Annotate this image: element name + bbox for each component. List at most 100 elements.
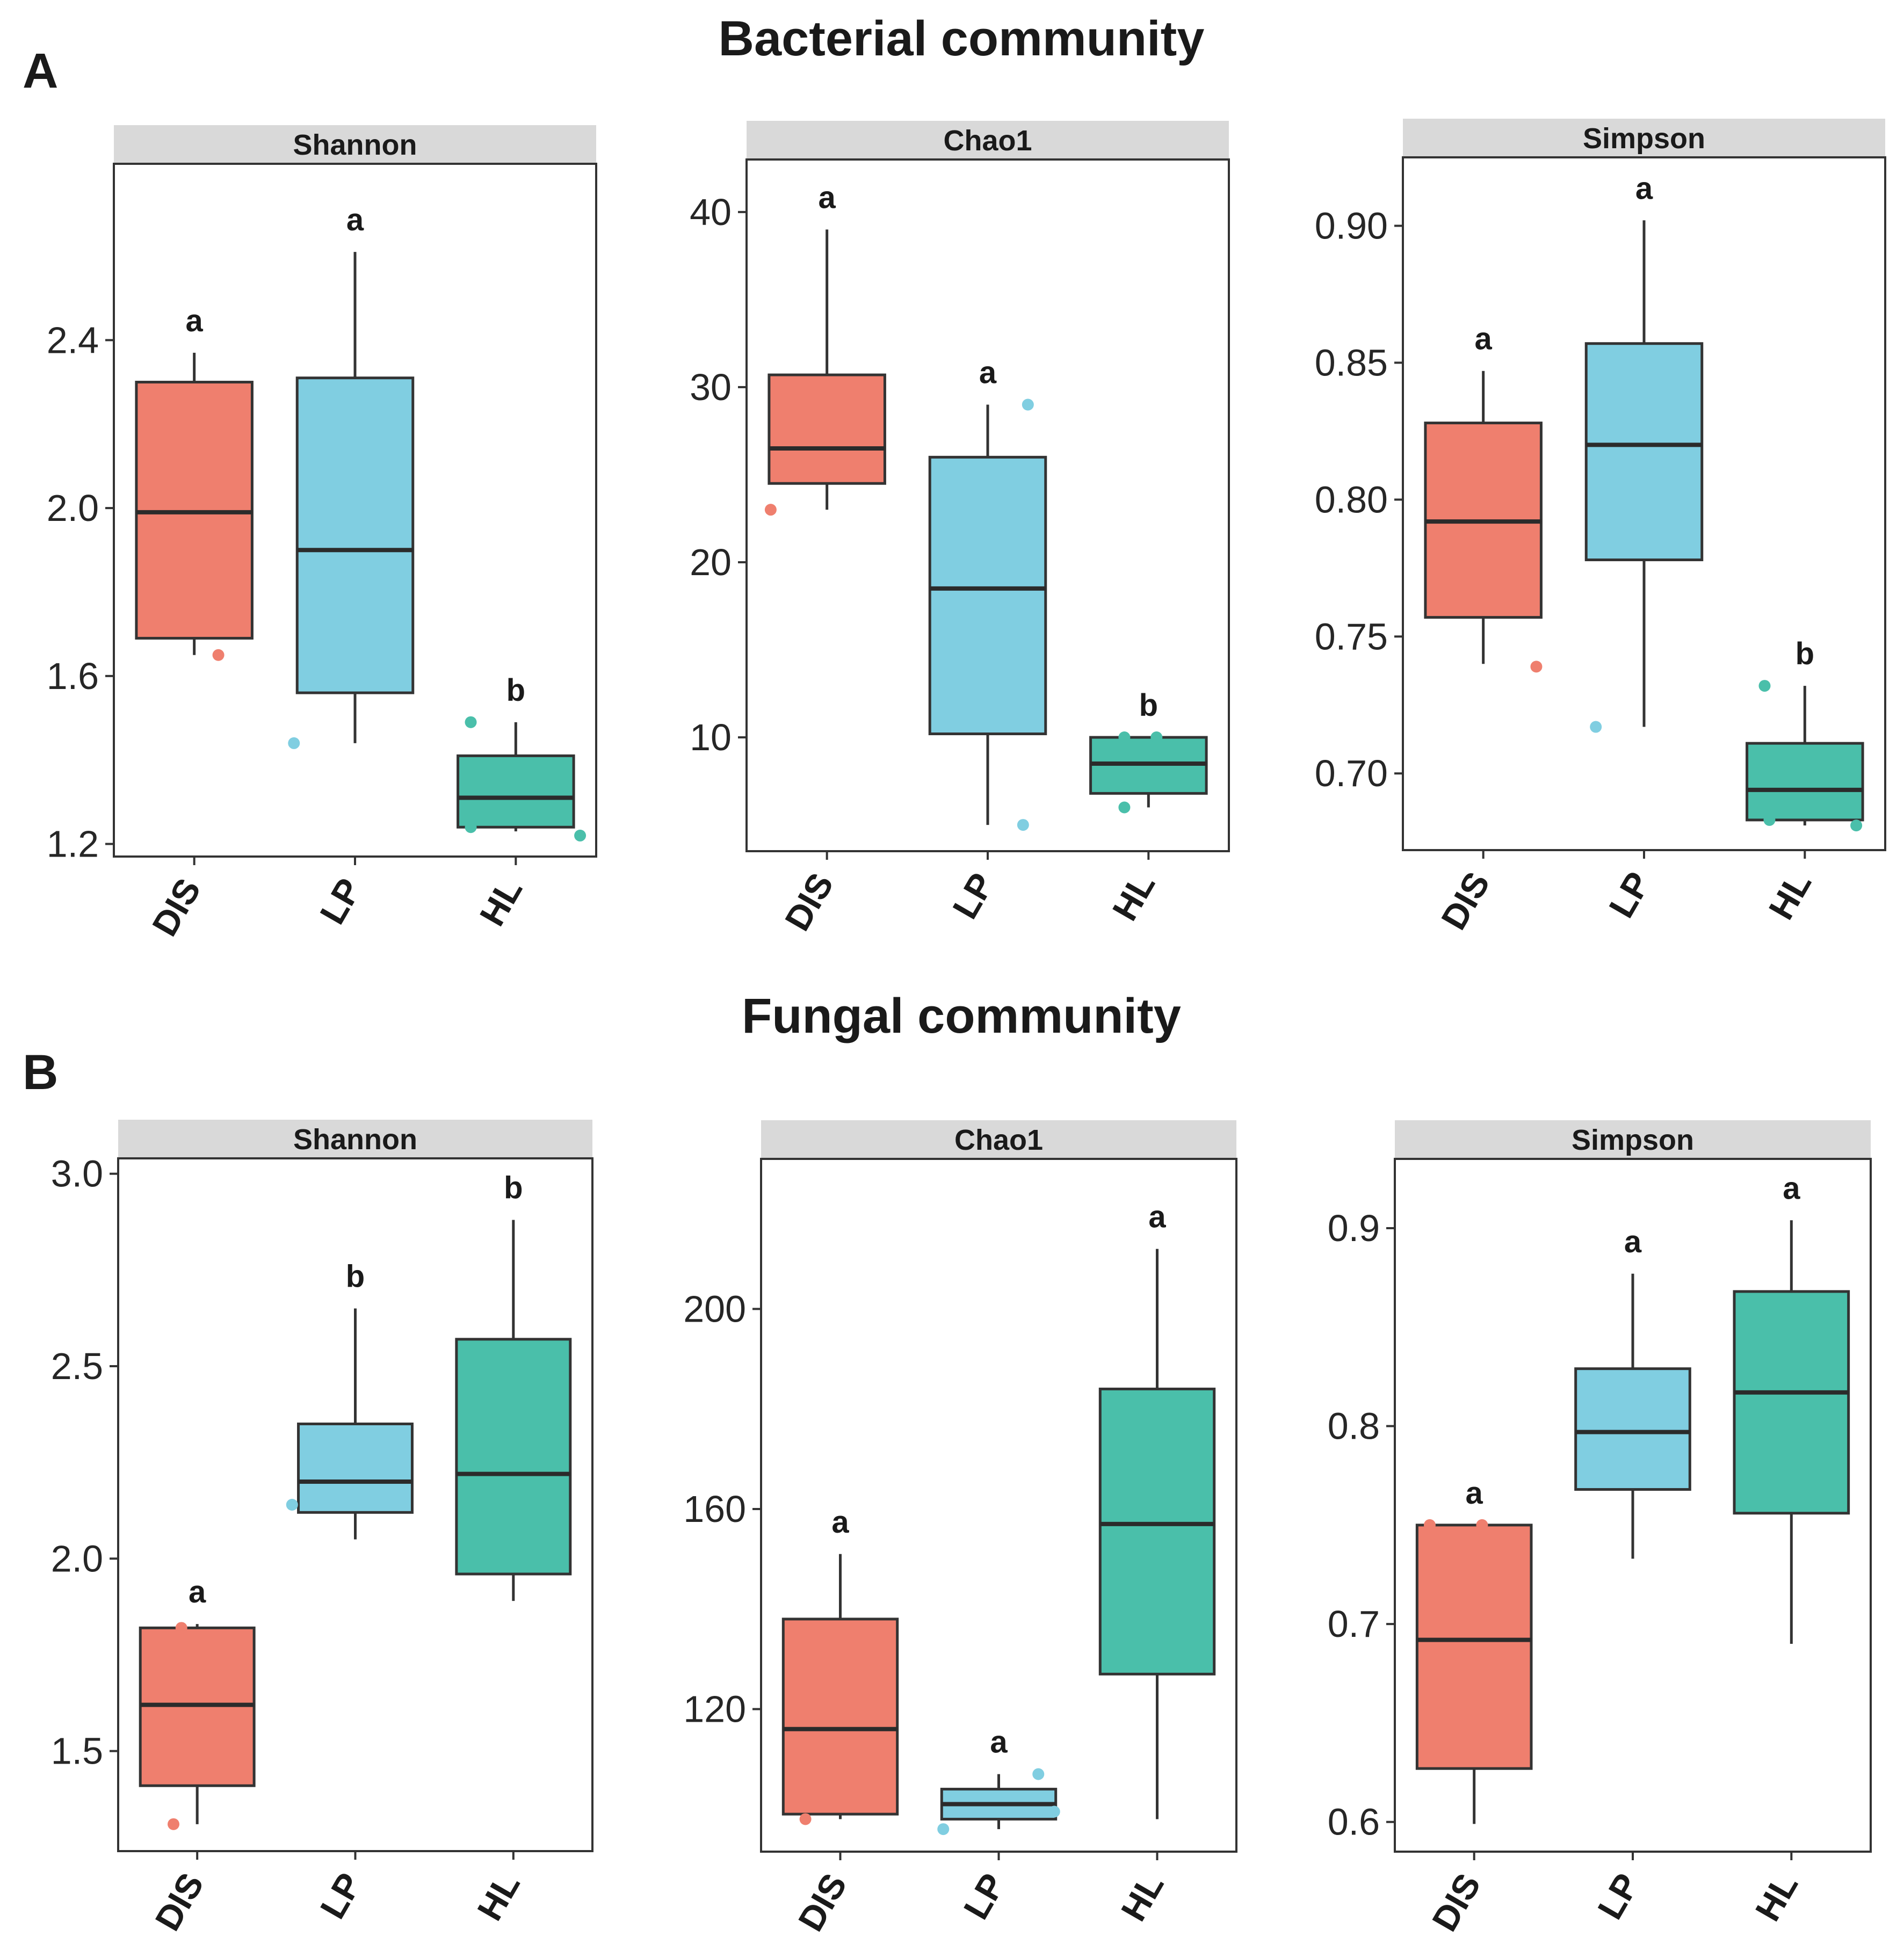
significance-letter-a-simpson-dis: a [1475,322,1493,357]
data-point-b-chao1-lp [937,1823,950,1836]
x-tick-label-a-chao1-lp: LP [945,866,1002,925]
y-tick-label-a-simpson: 0.70 [1315,752,1388,794]
data-point-a-simpson-hl [1850,819,1863,832]
y-tick-label-b-chao1: 200 [683,1288,746,1330]
data-point-a-chao1-dis [764,504,777,516]
box-b-chao1-dis [781,1618,899,1816]
box-b-chao1-hl [1098,1387,1216,1676]
significance-letter-a-shannon-hl: b [506,673,525,708]
y-tick-label-a-chao1: 10 [690,716,732,758]
significance-letter-b-simpson-lp: a [1624,1224,1642,1259]
data-point-b-chao1-dis [799,1813,812,1825]
data-point-b-shannon-dis [168,1818,180,1830]
x-tick-label-a-shannon-dis: DIS [144,872,208,942]
box-a-simpson-hl [1746,742,1864,822]
y-tick-label-b-shannon: 1.5 [51,1730,103,1772]
x-tick-label-a-chao1-hl: HL [1104,866,1162,927]
significance-letter-a-chao1-hl: b [1139,688,1158,723]
x-tick-label-b-chao1-hl: HL [1113,1867,1171,1927]
significance-letter-b-shannon-lp: b [346,1259,365,1294]
significance-letter-a-chao1-lp: a [979,356,997,390]
x-tick-label-b-chao1-lp: LP [955,1867,1012,1926]
y-tick-label-b-simpson: 0.6 [1328,1801,1380,1843]
x-tick-label-b-shannon-dis: DIS [147,1866,211,1937]
significance-letter-b-chao1-dis: a [831,1505,849,1540]
strip-title-b-shannon: Shannon [293,1123,417,1156]
x-tick-label-b-chao1-dis: DIS [791,1867,855,1938]
significance-letter-a-shannon-lp: a [346,202,364,237]
y-tick-label-a-simpson: 0.85 [1315,342,1388,383]
y-tick-label-a-chao1: 40 [690,191,732,233]
significance-letter-a-chao1-dis: a [819,180,836,215]
y-tick-label-b-chao1: 160 [683,1488,746,1530]
panel-letter-a: A [23,43,59,98]
x-tick-label-b-shannon-hl: HL [469,1866,527,1927]
significance-letter-b-chao1-lp: a [990,1725,1008,1760]
box-b-simpson-lp [1574,1367,1691,1491]
x-tick-label-b-simpson-dis: DIS [1424,1867,1488,1938]
strip-title-b-chao1: Chao1 [954,1124,1043,1156]
x-tick-label-a-shannon-hl: HL [472,872,530,932]
strip-a-shannon [114,125,596,164]
box-a-shannon-lp [295,376,415,694]
strip-a-chao1 [747,121,1229,159]
y-tick-label-a-chao1: 20 [690,541,732,583]
y-tick-label-b-shannon: 2.0 [51,1537,103,1579]
strip-b-shannon [118,1120,592,1158]
y-tick-label-a-shannon: 1.6 [47,655,99,697]
box-a-chao1-dis [768,373,886,485]
x-tick-label-a-simpson-dis: DIS [1434,865,1497,936]
data-point-a-shannon-dis [212,649,225,661]
data-point-a-shannon-hl [574,829,587,842]
y-tick-label-a-shannon: 1.2 [47,823,99,865]
y-tick-label-b-chao1: 120 [683,1688,746,1730]
significance-letter-b-simpson-dis: a [1466,1476,1483,1511]
section-title-fungal: Fungal community [742,989,1181,1043]
box-b-simpson-hl [1733,1290,1850,1515]
x-tick-label-b-shannon-lp: LP [312,1866,369,1925]
strip-title-b-simpson: Simpson [1572,1124,1694,1156]
significance-letter-b-chao1-hl: a [1148,1200,1166,1235]
data-point-a-simpson-lp [1590,721,1602,733]
data-point-a-chao1-hl [1118,801,1131,814]
significance-letter-a-simpson-hl: b [1796,636,1814,671]
box-a-chao1-lp [928,455,1047,736]
section-title-bacterial: Bacterial community [718,11,1205,66]
data-point-b-chao1-lp [1048,1805,1060,1818]
strip-b-simpson [1395,1120,1871,1159]
data-point-a-shannon-hl [465,716,477,728]
data-point-b-chao1-lp [1032,1768,1045,1780]
data-point-a-chao1-lp [1017,819,1029,831]
box-b-shannon-lp [297,1423,414,1514]
x-tick-label-a-shannon-lp: LP [312,872,369,931]
y-tick-label-a-simpson: 0.80 [1315,478,1388,520]
panel-letter-b: B [23,1045,59,1100]
x-tick-label-a-chao1-dis: DIS [777,866,841,937]
significance-letter-a-simpson-lp: a [1635,171,1653,206]
box-a-shannon-hl [457,754,575,829]
data-point-b-shannon-dis [175,1622,187,1634]
y-tick-label-a-simpson: 0.90 [1315,205,1388,246]
x-tick-label-a-simpson-hl: HL [1761,865,1819,926]
y-tick-label-a-simpson: 0.75 [1315,615,1388,657]
strip-title-a-simpson: Simpson [1583,122,1705,155]
x-tick-label-b-simpson-hl: HL [1747,1867,1805,1927]
y-tick-label-b-shannon: 2.5 [51,1345,103,1387]
data-point-a-simpson-hl [1763,814,1776,826]
x-tick-label-a-simpson-lp: LP [1601,865,1658,924]
significance-letter-b-shannon-hl: b [504,1171,523,1206]
significance-letter-a-shannon-dis: a [186,303,204,338]
y-tick-label-a-chao1: 30 [690,366,732,408]
data-point-a-simpson-hl [1758,680,1771,692]
box-b-shannon-hl [455,1338,572,1576]
strip-title-a-chao1: Chao1 [943,125,1032,157]
box-b-simpson-dis [1415,1524,1533,1770]
y-tick-label-b-simpson: 0.7 [1328,1603,1380,1645]
data-point-a-chao1-hl [1150,731,1163,744]
strip-title-a-shannon: Shannon [293,129,417,161]
significance-letter-b-shannon-dis: a [189,1575,206,1609]
box-a-simpson-lp [1584,342,1704,562]
data-point-b-shannon-lp [286,1499,298,1511]
